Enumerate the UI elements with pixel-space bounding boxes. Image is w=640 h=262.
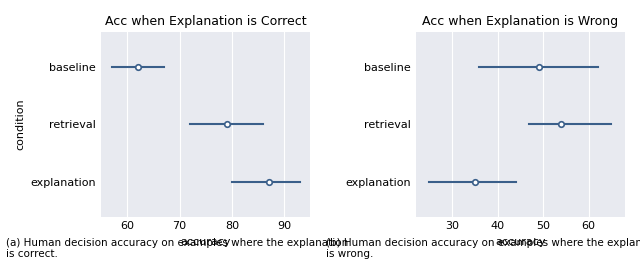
Text: (a) Human decision accuracy on examples where the explanation
is correct.: (a) Human decision accuracy on examples …	[6, 238, 349, 259]
Title: Acc when Explanation is Wrong: Acc when Explanation is Wrong	[422, 15, 618, 28]
X-axis label: accuracy: accuracy	[180, 237, 231, 247]
Text: (b) Human decision accuracy on examples where the explanation
is wrong.: (b) Human decision accuracy on examples …	[326, 238, 640, 259]
Y-axis label: condition: condition	[15, 99, 25, 150]
X-axis label: accuracy: accuracy	[495, 237, 545, 247]
Title: Acc when Explanation is Correct: Acc when Explanation is Correct	[105, 15, 307, 28]
